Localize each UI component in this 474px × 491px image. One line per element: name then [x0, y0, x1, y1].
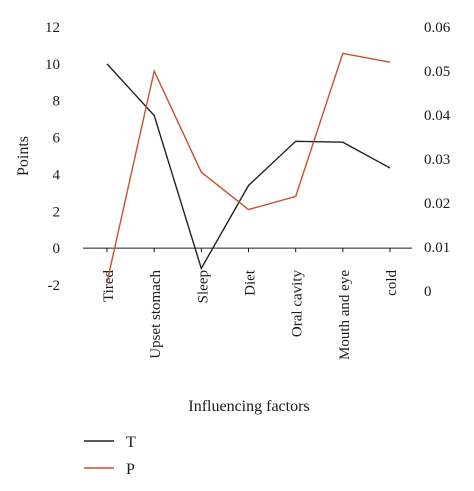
left-axis-ticks: -2 0 2 4 6 8 10 12: [45, 20, 61, 294]
x-tick-label: Sleep: [195, 270, 211, 303]
x-tick-label: cold: [384, 270, 400, 296]
x-tick-label: Oral cavity: [290, 270, 306, 338]
left-tick-label: 0: [53, 241, 61, 257]
legend-label-P: P: [126, 461, 135, 478]
right-tick-label: 0.05: [424, 64, 450, 80]
legend: TP: [84, 434, 136, 478]
x-tick-label: Tired: [101, 270, 117, 302]
y-axis-title: Points: [15, 136, 32, 176]
left-tick-label: -2: [48, 278, 61, 294]
x-axis-title: Influencing factors: [188, 398, 309, 415]
right-tick-label: 0.03: [424, 152, 450, 168]
right-tick-label: 0: [424, 284, 432, 300]
right-tick-label: 0.06: [424, 20, 451, 36]
right-axis-ticks: 0 0.01 0.02 0.03 0.04 0.05 0.06: [424, 20, 451, 300]
left-tick-label: 12: [45, 20, 60, 36]
right-tick-label: 0.01: [424, 240, 450, 256]
left-tick-label: 4: [53, 167, 61, 183]
legend-label-T: T: [126, 434, 136, 451]
x-tick-label: Mouth and eye: [337, 270, 353, 360]
x-axis-tick-labels: Tired Upset stomach Sleep Diet Oral cavity Mo…: [101, 248, 400, 360]
series-line-T: [106, 63, 391, 271]
left-tick-label: 8: [53, 94, 61, 110]
left-tick-label: 2: [53, 204, 61, 220]
x-tick-label: Diet: [243, 269, 259, 296]
right-tick-label: 0.04: [424, 108, 451, 124]
x-tick-label: Upset stomach: [148, 270, 164, 359]
left-tick-label: 6: [53, 131, 61, 147]
series-line-P: [106, 52, 391, 283]
series-lines: [106, 52, 391, 283]
right-tick-label: 0.02: [424, 196, 450, 212]
left-tick-label: 10: [45, 57, 60, 73]
